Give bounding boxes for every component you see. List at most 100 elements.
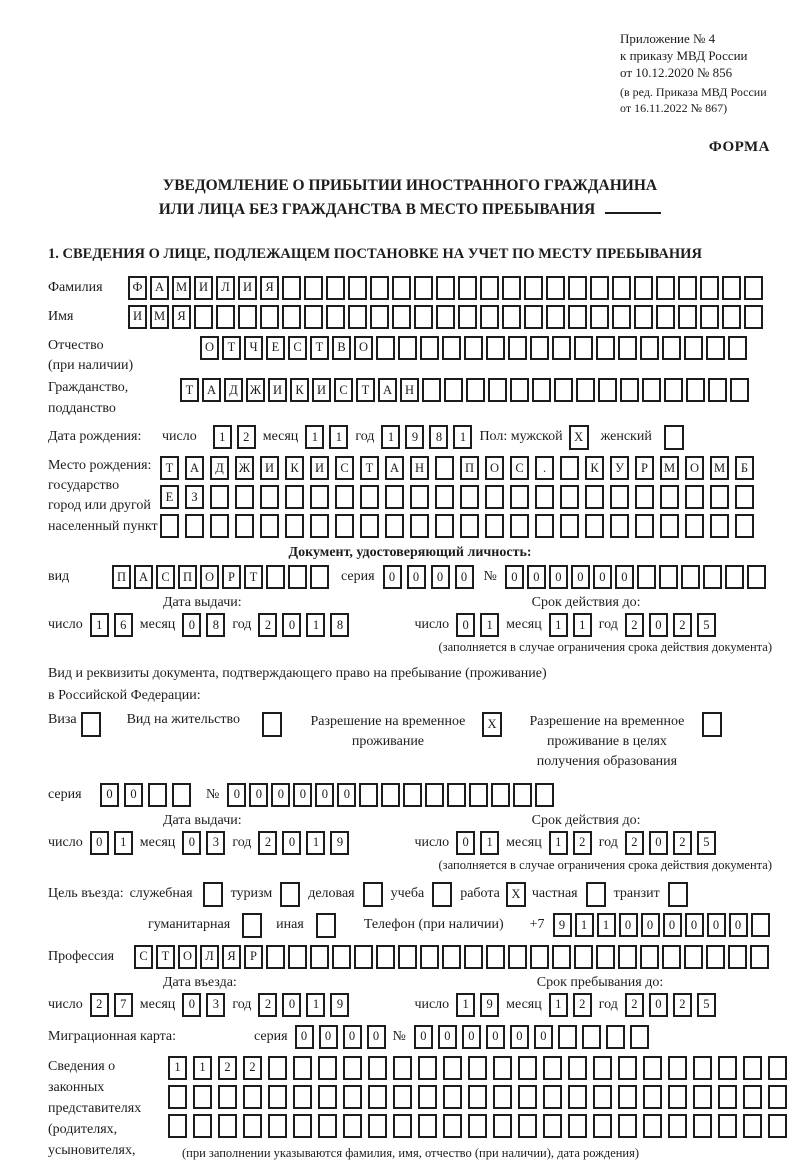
char-box[interactable]	[668, 1113, 687, 1138]
char-box[interactable]	[368, 1084, 387, 1109]
char-box[interactable]	[420, 944, 439, 969]
char-box[interactable]	[486, 335, 505, 360]
char-box[interactable]	[596, 335, 615, 360]
char-box[interactable]: А	[378, 378, 397, 403]
char-box[interactable]: С	[288, 335, 307, 360]
char-box[interactable]: 5	[696, 612, 716, 637]
char-box[interactable]	[243, 1084, 262, 1109]
char-box[interactable]: 0	[684, 913, 704, 938]
char-box[interactable]: 8	[206, 612, 226, 637]
char-box[interactable]: 2	[258, 612, 278, 637]
char-box[interactable]: 9	[552, 913, 572, 938]
char-box[interactable]	[370, 304, 389, 329]
char-box[interactable]: Т	[156, 944, 175, 969]
char-box[interactable]	[381, 782, 401, 807]
char-box[interactable]: С	[334, 378, 353, 403]
char-box[interactable]	[706, 944, 725, 969]
char-box[interactable]	[518, 1113, 537, 1138]
char-box[interactable]: К	[290, 378, 309, 403]
char-box[interactable]	[368, 1055, 387, 1080]
char-box[interactable]	[568, 1113, 587, 1138]
char-box[interactable]: И	[260, 455, 279, 480]
char-box[interactable]	[750, 913, 770, 938]
char-box[interactable]	[243, 1113, 262, 1138]
char-box[interactable]: А	[385, 455, 404, 480]
char-box[interactable]	[343, 1055, 362, 1080]
char-box[interactable]: Л	[216, 275, 235, 300]
char-box[interactable]	[418, 1113, 437, 1138]
char-box[interactable]	[385, 513, 404, 538]
char-box[interactable]: 1	[480, 830, 500, 855]
char-box[interactable]: 0	[227, 782, 247, 807]
char-box[interactable]	[435, 484, 454, 509]
char-box[interactable]: А	[150, 275, 169, 300]
char-box[interactable]	[491, 782, 511, 807]
char-box[interactable]	[466, 378, 485, 403]
char-box[interactable]	[668, 1055, 687, 1080]
char-box[interactable]	[590, 275, 609, 300]
char-box[interactable]: 1	[168, 1055, 187, 1080]
char-box[interactable]: 0	[182, 830, 202, 855]
char-box[interactable]: 0	[504, 564, 524, 589]
char-box[interactable]: У	[610, 455, 629, 480]
char-box[interactable]	[218, 1113, 237, 1138]
char-box[interactable]	[554, 378, 573, 403]
char-box[interactable]	[724, 564, 744, 589]
char-box[interactable]: О	[200, 564, 219, 589]
char-box[interactable]: 0	[456, 830, 476, 855]
char-box[interactable]: Я	[172, 304, 191, 329]
char-box[interactable]	[593, 1084, 612, 1109]
char-box[interactable]	[370, 275, 389, 300]
temp-residence-checkbox[interactable]: X	[481, 711, 502, 737]
char-box[interactable]	[530, 944, 549, 969]
char-box[interactable]: 0	[618, 913, 638, 938]
char-box[interactable]: И	[268, 378, 287, 403]
char-box[interactable]: 0	[662, 913, 682, 938]
purpose-work-checkbox[interactable]: X	[505, 881, 526, 907]
char-box[interactable]	[660, 484, 679, 509]
char-box[interactable]	[469, 782, 489, 807]
char-box[interactable]	[662, 944, 681, 969]
char-box[interactable]	[518, 1055, 537, 1080]
char-box[interactable]: 0	[533, 1024, 553, 1049]
char-box[interactable]	[185, 513, 204, 538]
char-box[interactable]	[560, 455, 579, 480]
char-box[interactable]: 2	[258, 830, 278, 855]
char-box[interactable]: 0	[282, 612, 302, 637]
char-box[interactable]: С	[134, 944, 153, 969]
char-box[interactable]	[393, 1113, 412, 1138]
char-box[interactable]	[574, 944, 593, 969]
char-box[interactable]	[581, 1024, 601, 1049]
char-box[interactable]	[493, 1055, 512, 1080]
char-box[interactable]	[318, 1055, 337, 1080]
char-box[interactable]	[420, 335, 439, 360]
char-box[interactable]	[546, 304, 565, 329]
char-box[interactable]	[708, 378, 727, 403]
char-box[interactable]: К	[585, 455, 604, 480]
char-box[interactable]	[746, 564, 766, 589]
char-box[interactable]: 2	[236, 425, 256, 450]
char-box[interactable]	[425, 782, 445, 807]
char-box[interactable]	[435, 455, 454, 480]
char-box[interactable]	[543, 1113, 562, 1138]
char-box[interactable]	[634, 304, 653, 329]
char-box[interactable]	[513, 782, 533, 807]
char-box[interactable]: А	[185, 455, 204, 480]
char-box[interactable]	[168, 1113, 187, 1138]
char-box[interactable]	[543, 1084, 562, 1109]
purpose-other-checkbox[interactable]	[315, 912, 336, 938]
char-box[interactable]	[260, 513, 279, 538]
char-box[interactable]	[590, 304, 609, 329]
char-box[interactable]	[508, 335, 527, 360]
char-box[interactable]	[620, 378, 639, 403]
char-box[interactable]	[585, 484, 604, 509]
char-box[interactable]	[288, 944, 307, 969]
char-box[interactable]: Е	[160, 484, 179, 509]
char-box[interactable]	[443, 1084, 462, 1109]
char-box[interactable]: 0	[526, 564, 546, 589]
char-box[interactable]	[643, 1084, 662, 1109]
char-box[interactable]: Р	[244, 944, 263, 969]
char-box[interactable]: 5	[696, 992, 716, 1017]
char-box[interactable]	[194, 304, 213, 329]
char-box[interactable]: 0	[413, 1024, 433, 1049]
